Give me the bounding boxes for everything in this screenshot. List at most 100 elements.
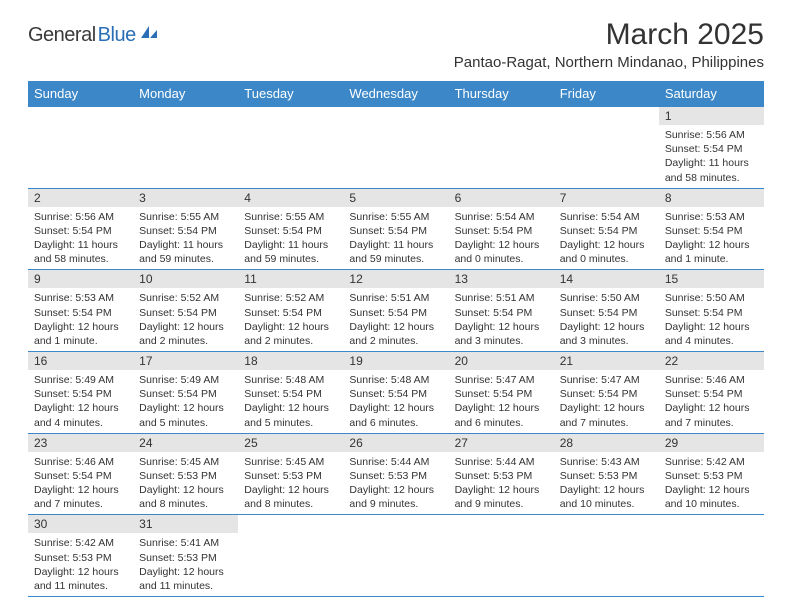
calendar-cell: 13Sunrise: 5:51 AMSunset: 5:54 PMDayligh… <box>449 270 554 352</box>
calendar-cell: 27Sunrise: 5:44 AMSunset: 5:53 PMDayligh… <box>449 433 554 515</box>
day-content: Sunrise: 5:52 AMSunset: 5:54 PMDaylight:… <box>238 288 343 351</box>
calendar-cell: 5Sunrise: 5:55 AMSunset: 5:54 PMDaylight… <box>343 188 448 270</box>
calendar-cell <box>343 107 448 189</box>
calendar-cell: 21Sunrise: 5:47 AMSunset: 5:54 PMDayligh… <box>554 352 659 434</box>
day-header: Thursday <box>449 81 554 107</box>
day-content: Sunrise: 5:55 AMSunset: 5:54 PMDaylight:… <box>133 207 238 270</box>
calendar-cell: 7Sunrise: 5:54 AMSunset: 5:54 PMDaylight… <box>554 188 659 270</box>
logo-sail-icon <box>139 24 159 40</box>
day-number: 26 <box>343 434 448 452</box>
day-number: 22 <box>659 352 764 370</box>
day-number: 10 <box>133 270 238 288</box>
calendar-row: 9Sunrise: 5:53 AMSunset: 5:54 PMDaylight… <box>28 270 764 352</box>
day-number <box>343 107 448 111</box>
day-content: Sunrise: 5:54 AMSunset: 5:54 PMDaylight:… <box>449 207 554 270</box>
calendar-cell: 8Sunrise: 5:53 AMSunset: 5:54 PMDaylight… <box>659 188 764 270</box>
calendar-cell <box>238 107 343 189</box>
calendar-cell: 30Sunrise: 5:42 AMSunset: 5:53 PMDayligh… <box>28 515 133 597</box>
calendar-cell: 19Sunrise: 5:48 AMSunset: 5:54 PMDayligh… <box>343 352 448 434</box>
calendar-cell <box>449 515 554 597</box>
day-content: Sunrise: 5:48 AMSunset: 5:54 PMDaylight:… <box>343 370 448 433</box>
calendar-cell: 1Sunrise: 5:56 AMSunset: 5:54 PMDaylight… <box>659 107 764 189</box>
header: GeneralBlue March 2025 Pantao-Ragat, Nor… <box>28 18 764 77</box>
day-number <box>449 515 554 519</box>
day-content: Sunrise: 5:56 AMSunset: 5:54 PMDaylight:… <box>28 207 133 270</box>
day-content: Sunrise: 5:49 AMSunset: 5:54 PMDaylight:… <box>133 370 238 433</box>
calendar-cell: 9Sunrise: 5:53 AMSunset: 5:54 PMDaylight… <box>28 270 133 352</box>
calendar-cell: 10Sunrise: 5:52 AMSunset: 5:54 PMDayligh… <box>133 270 238 352</box>
day-content: Sunrise: 5:51 AMSunset: 5:54 PMDaylight:… <box>449 288 554 351</box>
day-number: 18 <box>238 352 343 370</box>
day-number <box>449 107 554 111</box>
day-content: Sunrise: 5:41 AMSunset: 5:53 PMDaylight:… <box>133 533 238 596</box>
day-header: Friday <box>554 81 659 107</box>
day-content: Sunrise: 5:44 AMSunset: 5:53 PMDaylight:… <box>449 452 554 515</box>
day-content: Sunrise: 5:43 AMSunset: 5:53 PMDaylight:… <box>554 452 659 515</box>
day-content: Sunrise: 5:53 AMSunset: 5:54 PMDaylight:… <box>659 207 764 270</box>
calendar-cell: 2Sunrise: 5:56 AMSunset: 5:54 PMDaylight… <box>28 188 133 270</box>
calendar-row: 16Sunrise: 5:49 AMSunset: 5:54 PMDayligh… <box>28 352 764 434</box>
day-content: Sunrise: 5:52 AMSunset: 5:54 PMDaylight:… <box>133 288 238 351</box>
day-content: Sunrise: 5:56 AMSunset: 5:54 PMDaylight:… <box>659 125 764 188</box>
day-number: 8 <box>659 189 764 207</box>
day-number <box>238 515 343 519</box>
day-number: 7 <box>554 189 659 207</box>
calendar-row: 2Sunrise: 5:56 AMSunset: 5:54 PMDaylight… <box>28 188 764 270</box>
day-number: 19 <box>343 352 448 370</box>
calendar-cell <box>659 515 764 597</box>
day-content: Sunrise: 5:47 AMSunset: 5:54 PMDaylight:… <box>554 370 659 433</box>
logo-word2: Blue <box>98 24 136 47</box>
calendar-cell: 29Sunrise: 5:42 AMSunset: 5:53 PMDayligh… <box>659 433 764 515</box>
day-content: Sunrise: 5:55 AMSunset: 5:54 PMDaylight:… <box>343 207 448 270</box>
day-number: 28 <box>554 434 659 452</box>
day-number: 6 <box>449 189 554 207</box>
location-subtitle: Pantao-Ragat, Northern Mindanao, Philipp… <box>454 54 764 71</box>
day-content: Sunrise: 5:54 AMSunset: 5:54 PMDaylight:… <box>554 207 659 270</box>
calendar-cell: 25Sunrise: 5:45 AMSunset: 5:53 PMDayligh… <box>238 433 343 515</box>
calendar-cell: 22Sunrise: 5:46 AMSunset: 5:54 PMDayligh… <box>659 352 764 434</box>
calendar-cell: 28Sunrise: 5:43 AMSunset: 5:53 PMDayligh… <box>554 433 659 515</box>
calendar-cell <box>554 515 659 597</box>
day-content: Sunrise: 5:47 AMSunset: 5:54 PMDaylight:… <box>449 370 554 433</box>
day-number: 2 <box>28 189 133 207</box>
day-number: 30 <box>28 515 133 533</box>
calendar-cell: 3Sunrise: 5:55 AMSunset: 5:54 PMDaylight… <box>133 188 238 270</box>
calendar-cell: 4Sunrise: 5:55 AMSunset: 5:54 PMDaylight… <box>238 188 343 270</box>
day-content: Sunrise: 5:48 AMSunset: 5:54 PMDaylight:… <box>238 370 343 433</box>
day-content: Sunrise: 5:53 AMSunset: 5:54 PMDaylight:… <box>28 288 133 351</box>
calendar-cell: 17Sunrise: 5:49 AMSunset: 5:54 PMDayligh… <box>133 352 238 434</box>
day-number: 11 <box>238 270 343 288</box>
day-number <box>554 107 659 111</box>
day-content: Sunrise: 5:50 AMSunset: 5:54 PMDaylight:… <box>554 288 659 351</box>
day-content: Sunrise: 5:44 AMSunset: 5:53 PMDaylight:… <box>343 452 448 515</box>
day-number: 9 <box>28 270 133 288</box>
day-number: 24 <box>133 434 238 452</box>
day-number <box>659 515 764 519</box>
day-number: 14 <box>554 270 659 288</box>
calendar-cell <box>554 107 659 189</box>
calendar-cell <box>28 107 133 189</box>
day-number: 5 <box>343 189 448 207</box>
logo-word1: General <box>28 24 96 47</box>
calendar-table: Sunday Monday Tuesday Wednesday Thursday… <box>28 81 764 597</box>
calendar-cell: 14Sunrise: 5:50 AMSunset: 5:54 PMDayligh… <box>554 270 659 352</box>
day-number: 1 <box>659 107 764 125</box>
day-number: 23 <box>28 434 133 452</box>
calendar-cell: 20Sunrise: 5:47 AMSunset: 5:54 PMDayligh… <box>449 352 554 434</box>
day-content: Sunrise: 5:49 AMSunset: 5:54 PMDaylight:… <box>28 370 133 433</box>
calendar-cell <box>449 107 554 189</box>
day-content: Sunrise: 5:46 AMSunset: 5:54 PMDaylight:… <box>659 370 764 433</box>
title-block: March 2025 Pantao-Ragat, Northern Mindan… <box>454 18 764 77</box>
day-content: Sunrise: 5:45 AMSunset: 5:53 PMDaylight:… <box>133 452 238 515</box>
day-number: 20 <box>449 352 554 370</box>
month-title: March 2025 <box>454 18 764 52</box>
calendar-cell <box>238 515 343 597</box>
day-number: 31 <box>133 515 238 533</box>
day-number: 21 <box>554 352 659 370</box>
calendar-row: 23Sunrise: 5:46 AMSunset: 5:54 PMDayligh… <box>28 433 764 515</box>
day-content: Sunrise: 5:51 AMSunset: 5:54 PMDaylight:… <box>343 288 448 351</box>
calendar-row: 30Sunrise: 5:42 AMSunset: 5:53 PMDayligh… <box>28 515 764 597</box>
day-number <box>28 107 133 111</box>
day-number: 17 <box>133 352 238 370</box>
calendar-cell: 18Sunrise: 5:48 AMSunset: 5:54 PMDayligh… <box>238 352 343 434</box>
